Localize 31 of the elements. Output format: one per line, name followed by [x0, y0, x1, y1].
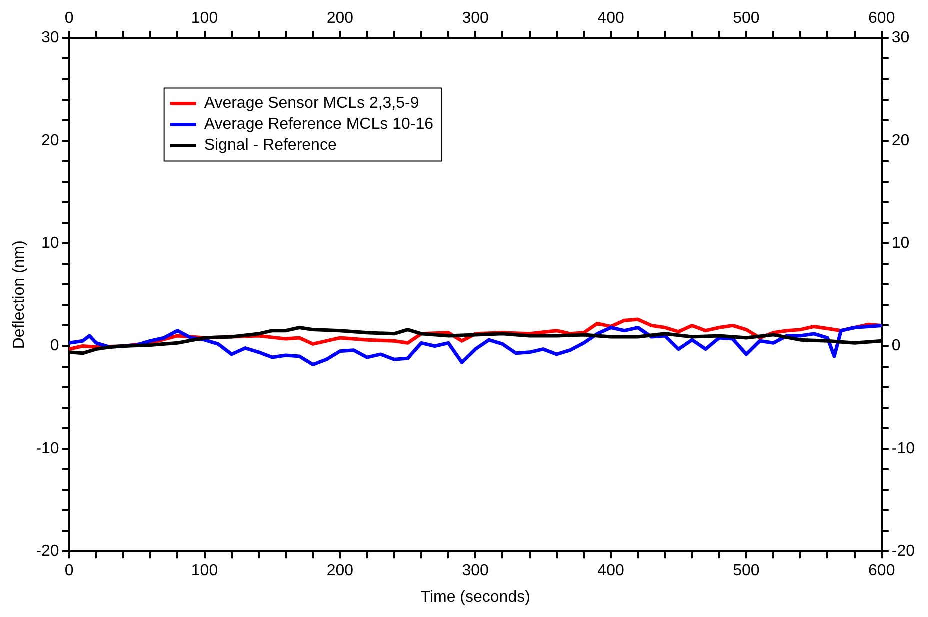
x2-tick-label: 500 [733, 10, 760, 28]
y-axis-title: Deflection (nm) [11, 240, 28, 350]
y-tick-label: -10 [36, 440, 60, 458]
y2-tick-label: 30 [892, 30, 910, 47]
y2-tick-label: 0 [892, 338, 901, 355]
x-tick-label: 200 [326, 562, 354, 580]
x2-tick-label: 400 [598, 10, 624, 28]
legend-label: Signal - Reference [204, 137, 337, 154]
x2-tick-label: 600 [868, 10, 896, 28]
x-tick-label: 500 [733, 562, 760, 580]
x-axis-title: Time (seconds) [420, 588, 530, 606]
y2-tick-label: 10 [892, 234, 910, 252]
x2-tick-label: 100 [191, 10, 218, 28]
y-tick-label: 30 [42, 30, 60, 47]
x2-tick-label: 0 [64, 10, 74, 28]
y-tick-label: 20 [42, 132, 60, 150]
y-tick-label: 0 [50, 338, 60, 355]
legend-label: Average Reference MCLs 10-16 [204, 116, 434, 134]
y2-tick-label: -10 [892, 440, 916, 458]
x-tick-label: 300 [462, 562, 490, 580]
x-tick-label: 0 [64, 562, 74, 580]
x-tick-label: 100 [191, 562, 218, 580]
x2-tick-label: 200 [326, 10, 354, 28]
y-tick-label: -20 [36, 543, 60, 560]
y-tick-label: 10 [42, 234, 60, 252]
x2-tick-label: 300 [462, 10, 490, 28]
legend-label: Average Sensor MCLs 2,3,5-9 [204, 95, 420, 112]
x-tick-label: 400 [598, 562, 624, 580]
x-tick-label: 600 [868, 562, 896, 580]
y2-tick-label: 20 [892, 132, 910, 150]
y2-tick-label: -20 [892, 543, 916, 560]
